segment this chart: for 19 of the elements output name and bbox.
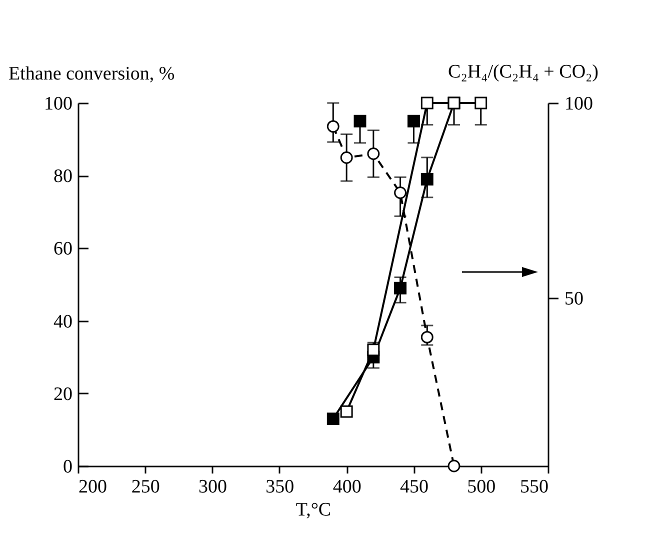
x-tick-label: 250 bbox=[131, 476, 160, 498]
y-tick-label: 0 bbox=[63, 456, 72, 478]
x-tick-label: 500 bbox=[467, 476, 496, 498]
y-axis-title: Ethane conversion, % bbox=[8, 64, 175, 84]
y2-tick-label: 50 bbox=[564, 288, 584, 310]
x-tick-label: 200 bbox=[78, 476, 107, 498]
y-tick-label: 40 bbox=[54, 311, 72, 332]
x-axis-title: T,°C bbox=[296, 500, 332, 520]
y-tick-label: 80 bbox=[54, 166, 72, 188]
x-tick-label: 400 bbox=[332, 476, 362, 498]
x-tick-label: 550 bbox=[520, 476, 548, 498]
y2-axis-title: C₂H₄/(C₂H₄ + CO₂) bbox=[448, 62, 598, 82]
x-tick-label: 350 bbox=[266, 476, 294, 498]
y-tick-label: 100 bbox=[44, 94, 72, 114]
y2-tick-label: 100 bbox=[564, 94, 593, 114]
x-tick-label: 300 bbox=[198, 476, 228, 498]
y-tick-label: 20 bbox=[54, 384, 72, 405]
x-tick-label: 450 bbox=[400, 476, 428, 498]
y-tick-label: 60 bbox=[54, 238, 72, 260]
